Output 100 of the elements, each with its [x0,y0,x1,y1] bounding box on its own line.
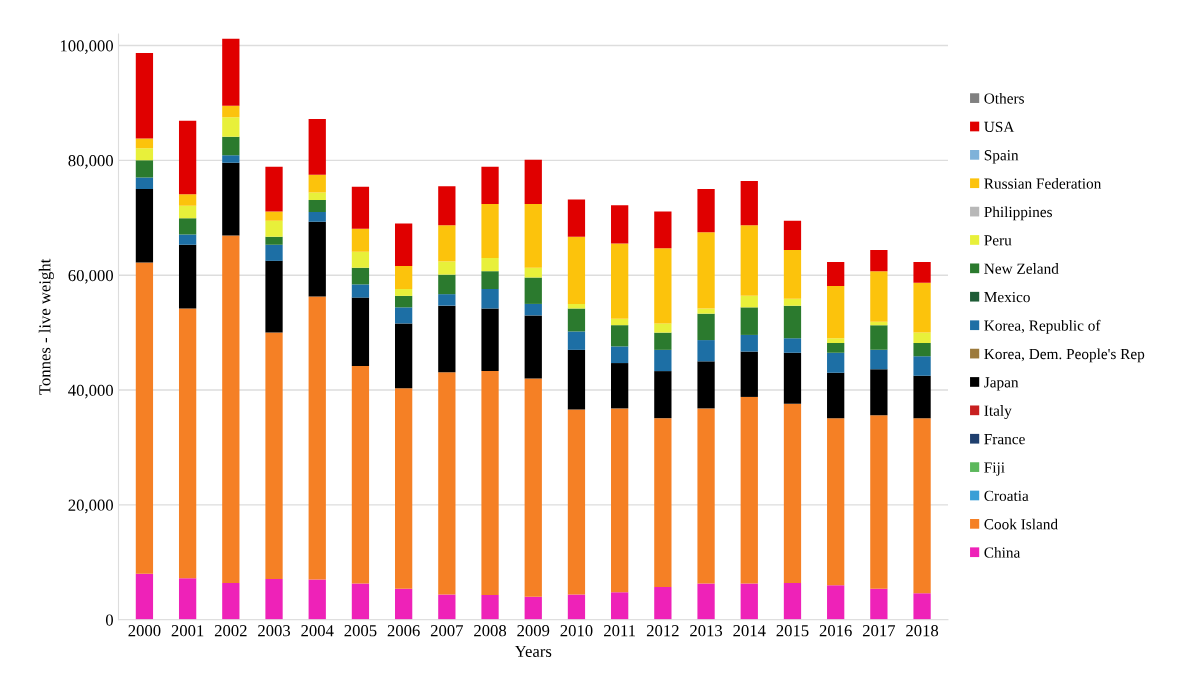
bar [783,249,802,299]
bar [697,340,715,362]
bar [611,325,629,347]
bar [654,586,672,620]
bar [135,138,154,149]
x-tick-label: 2016 [819,625,852,637]
bar [438,274,456,295]
legend-label: Croatia [984,490,1029,502]
y-tick-label: 40,000 [68,384,113,399]
bar [438,594,456,620]
bar [827,372,845,419]
x-tick-label: 2001 [171,625,204,637]
bar [524,315,542,379]
bar [524,303,542,316]
bar [913,593,931,620]
x-tick-label: 2006 [387,625,420,637]
bar [783,403,802,583]
bar [178,244,197,309]
bar [567,308,586,332]
bar [178,205,197,219]
y-tick-label: 0 [105,614,113,626]
bar [438,225,456,262]
bar [611,318,629,326]
bar [870,271,888,322]
bar [611,205,629,244]
bar [697,189,715,233]
bar [395,288,413,296]
x-tick-label: 2018 [906,625,939,637]
bar [567,303,586,309]
bar [265,260,283,333]
bar [438,305,456,373]
bar [351,186,370,229]
bar [654,323,672,333]
bar [178,194,197,206]
bar [395,307,413,324]
bar [654,332,672,350]
legend-label: Cook Island [984,518,1058,530]
x-tick-label: 2003 [258,625,291,637]
bar [740,295,758,308]
legend-label: Fiji [984,462,1005,476]
legend-label: Italy [984,405,1012,420]
bar [308,579,326,620]
bar [308,119,326,175]
bar [783,338,802,353]
bar [438,261,456,275]
bar [827,342,845,353]
x-tick-label: 2005 [344,625,377,637]
bar [870,249,888,272]
bar [654,418,672,587]
bar [395,223,413,267]
bar [395,323,413,389]
bar [567,199,586,237]
bar [351,583,370,620]
bar [697,308,715,314]
bar [222,162,240,236]
x-tick-label: 2000 [128,625,161,637]
bar [913,356,931,376]
bar [524,204,542,268]
y-tick-label: 60,000 [68,269,113,284]
bar [740,396,758,584]
bar [654,349,672,372]
legend-label: Others [984,92,1024,104]
bar [481,595,499,620]
legend-label: New Zeland [984,263,1059,274]
bar [740,583,758,620]
bar [913,342,931,357]
bar [870,349,888,370]
legend-label: Mexico [984,291,1030,303]
bar [740,225,758,296]
bar [783,220,802,250]
y-tick-label: 20,000 [68,499,113,514]
bar [178,578,197,620]
bar [611,243,629,319]
y-tick-label: 100,000 [60,40,113,54]
x-tick-label: 2014 [733,625,766,637]
bar [351,267,370,285]
bar [740,307,758,335]
bar [308,199,326,213]
bar [611,346,629,364]
legend-label: USA [984,121,1015,133]
legend-label: France [984,434,1025,445]
bar [611,363,629,409]
bar [395,588,413,620]
bar [135,573,154,620]
bar [308,212,326,222]
bar [351,284,370,298]
bar [783,298,802,306]
bar [611,592,629,620]
bar [395,266,413,289]
x-tick-label: 2011 [604,625,636,637]
bar [913,375,931,419]
bar [178,218,197,235]
bar [351,251,370,268]
bar [870,321,888,326]
bar [308,174,326,193]
x-tick-label: 2004 [301,625,334,637]
bar [827,262,845,287]
bar [740,181,758,226]
x-axis-title: Years [514,645,552,657]
bar [395,295,413,308]
